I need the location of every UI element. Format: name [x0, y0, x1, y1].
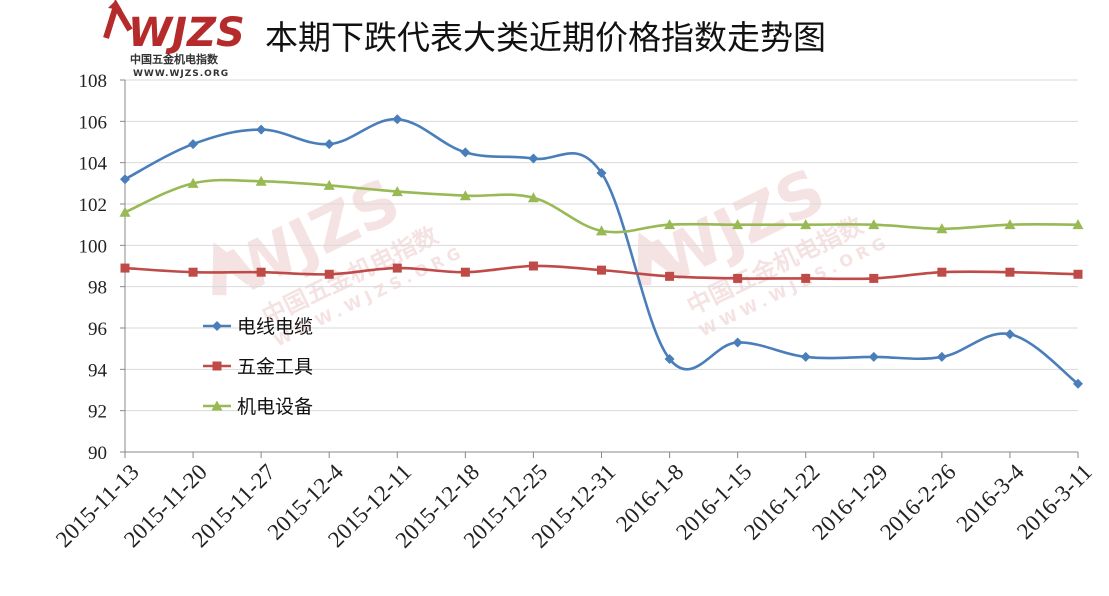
data-point [187, 177, 199, 188]
data-point [460, 147, 471, 158]
data-point [392, 114, 403, 125]
data-point [732, 219, 744, 230]
legend-label: 五金工具 [237, 356, 313, 378]
data-point [256, 267, 266, 277]
data-point [1004, 329, 1015, 340]
data-point [255, 175, 267, 186]
data-point [800, 219, 812, 230]
grid [125, 79, 1078, 412]
data-point [120, 174, 130, 185]
logo-url: WWW.WJZS.ORG [133, 69, 229, 79]
chart-title: 本期下跌代表大类近期价格指数走势图 [265, 18, 826, 57]
data-point [801, 273, 811, 283]
y-tick-label: 92 [88, 402, 107, 423]
legend-label: 机电设备 [237, 396, 313, 418]
data-point [868, 219, 880, 230]
series-0 [120, 114, 1083, 389]
data-point [188, 267, 198, 277]
y-tick-label: 102 [79, 195, 108, 216]
data-point [596, 225, 607, 236]
legend-item-2: 机电设备 [203, 396, 313, 418]
data-point [460, 267, 470, 277]
data-point [527, 192, 539, 203]
series-line-0 [123, 117, 1080, 386]
data-point [665, 271, 675, 281]
data-point [664, 219, 676, 230]
data-point [664, 354, 675, 364]
x-tick-label: 2016-3-11 [1012, 459, 1097, 544]
y-tick-label: 106 [79, 112, 108, 133]
logo-mark: WJZS [128, 10, 245, 56]
y-tick-label: 98 [88, 278, 107, 299]
y-tick-label: 90 [88, 443, 107, 464]
x-tick-labels: 2015-11-132015-11-202015-11-272015-12-42… [51, 459, 1097, 553]
y-tick-label: 104 [79, 154, 108, 175]
data-point [732, 337, 743, 348]
data-point [733, 273, 743, 283]
legend-item-0: 电线电缆 [203, 316, 313, 338]
data-point [324, 269, 334, 279]
legend-label: 电线电缆 [237, 316, 313, 338]
data-point [1072, 219, 1084, 230]
data-point [256, 124, 267, 135]
y-tick-label: 96 [88, 319, 107, 340]
data-point [120, 263, 130, 273]
legend-marker [211, 400, 223, 411]
data-point [936, 351, 947, 362]
data-point [1005, 267, 1015, 277]
logo: WJZS 中国五金机电指数 WWW.WJZS.ORG [103, 0, 245, 79]
series-1 [120, 261, 1083, 283]
data-point [528, 261, 538, 271]
data-point [936, 223, 948, 234]
data-point [1073, 269, 1083, 279]
y-tick-labels: 90 92 94 96 98 100 102 104 106 108 [79, 71, 108, 464]
data-point [391, 186, 403, 197]
legend-marker [212, 361, 222, 371]
x-tick-label: 2016-2-26 [875, 459, 960, 544]
y-tick-label: 94 [88, 360, 108, 381]
data-point [597, 265, 606, 275]
logo-name: 中国五金机电指数 [130, 52, 219, 66]
data-point [188, 139, 199, 150]
series-group [119, 114, 1084, 389]
y-tick-label: 100 [79, 236, 108, 257]
y-tick-label: 108 [79, 71, 108, 92]
data-point [1004, 219, 1016, 230]
data-point [868, 351, 879, 362]
data-point [937, 267, 947, 277]
data-point [528, 153, 539, 164]
logo-arrow-icon [103, 0, 133, 39]
data-point [800, 351, 811, 362]
series-2 [119, 175, 1084, 236]
data-point [324, 139, 335, 150]
data-point [596, 168, 607, 178]
data-point [869, 273, 879, 283]
data-point [323, 179, 335, 190]
legend-item-1: 五金工具 [203, 356, 313, 378]
data-point [459, 190, 471, 201]
legend-marker [212, 321, 222, 331]
data-point [1073, 378, 1083, 389]
data-point [119, 206, 131, 217]
data-point [392, 263, 402, 273]
